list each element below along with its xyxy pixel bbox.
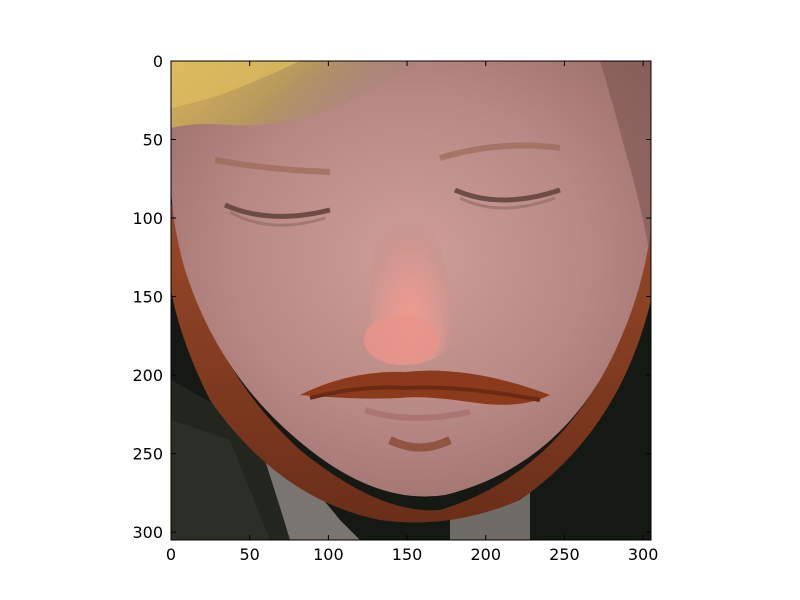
- lower-lip: [364, 407, 471, 422]
- x-tick-label: 50: [240, 545, 260, 564]
- y-tick-label: 50: [143, 131, 163, 150]
- face-photo: [171, 61, 651, 540]
- x-tick-label: 250: [549, 545, 580, 564]
- y-axis: 0 50 100 150 200 250 300: [132, 52, 651, 542]
- beard: [171, 200, 651, 523]
- y-tick-label: 100: [132, 209, 163, 228]
- x-tick-label: 0: [166, 545, 176, 564]
- y-tick-label: 250: [132, 445, 163, 464]
- axes-frame: [170, 60, 652, 541]
- x-tick-label: 300: [628, 545, 659, 564]
- y-tick-label: 150: [132, 288, 163, 307]
- x-tick-label: 150: [392, 545, 423, 564]
- right-eye: [453, 187, 561, 203]
- y-tick-label: 200: [132, 366, 163, 385]
- y-tick-label: 0: [153, 52, 163, 71]
- x-axis: 0 50 100 150 200 250 300: [166, 61, 658, 564]
- x-tick-label: 100: [313, 545, 344, 564]
- y-tick-label: 300: [132, 523, 163, 542]
- x-tick-label: 200: [470, 545, 501, 564]
- left-eye: [223, 202, 331, 219]
